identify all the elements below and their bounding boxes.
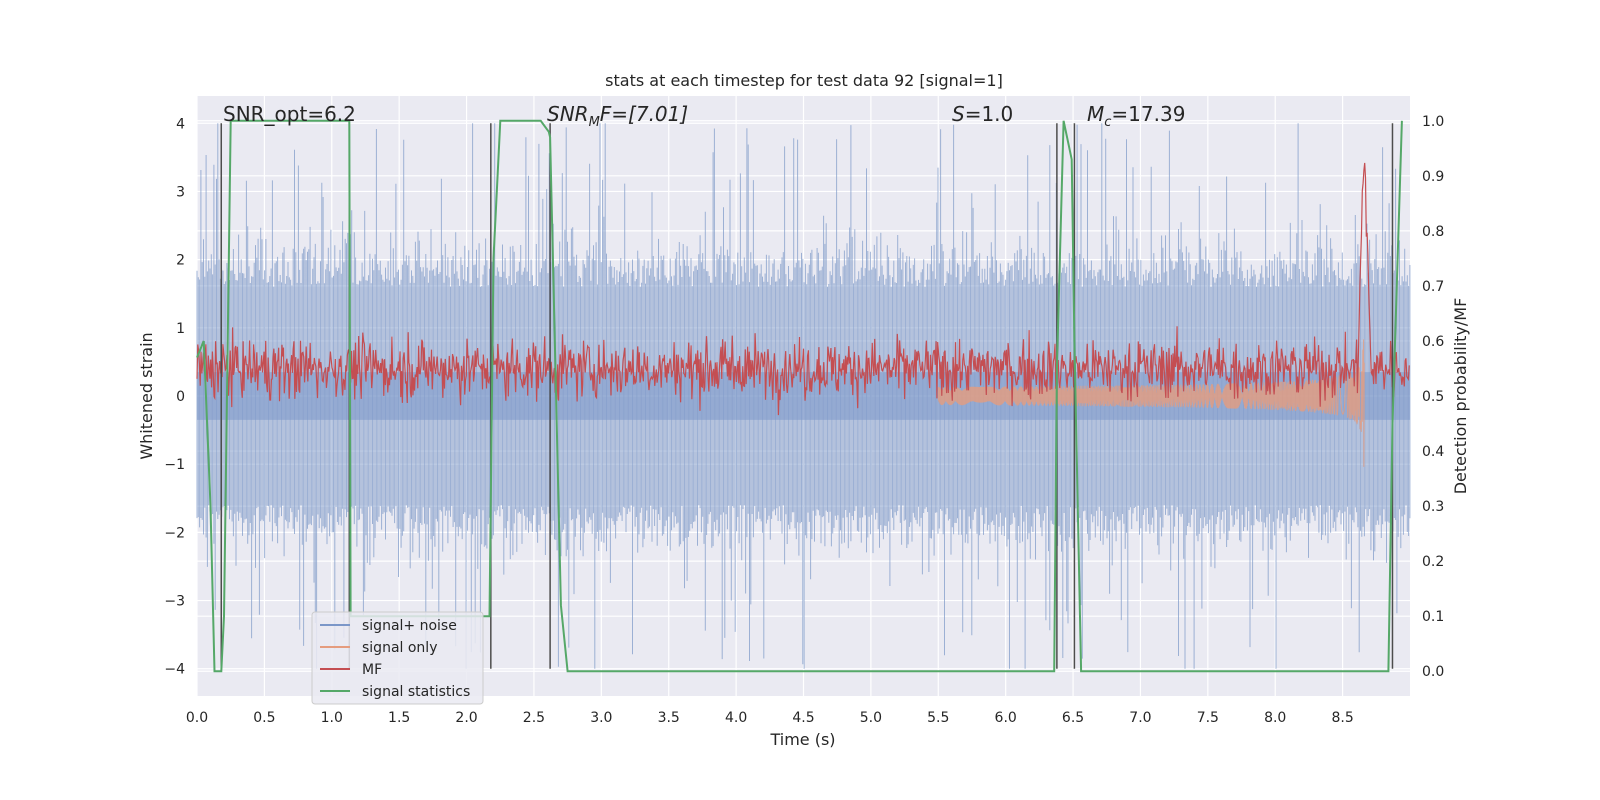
x-tick-label-3: 1.5 xyxy=(388,710,410,726)
grid-horizontal xyxy=(197,122,1410,670)
annotation-mc: Mc=17.39 xyxy=(1087,102,1185,130)
legend-label-signal-noise: signal+ noise xyxy=(362,618,457,634)
y-right-tick-label-1: 0.1 xyxy=(1422,609,1444,625)
y-tick-label-6: 2 xyxy=(176,253,185,269)
y-tick-label-3: −1 xyxy=(164,457,185,473)
y-right-tick-label-3: 0.3 xyxy=(1422,499,1444,515)
y-right-tick-label-9: 0.9 xyxy=(1422,169,1444,185)
x-tick-label-7: 3.5 xyxy=(658,710,680,726)
y-tick-label-2: −2 xyxy=(164,525,185,541)
x-tick-label-16: 8.0 xyxy=(1264,710,1286,726)
y-right-tick-labels: 0.0 0.1 0.2 0.3 0.4 0.5 0.6 0.7 0.8 0.9 1.0 xyxy=(1422,114,1444,680)
x-tick-label-0: 0.0 xyxy=(186,710,208,726)
chart-title: stats at each timestep for test data 92 … xyxy=(605,71,1003,90)
series-signal-statistics xyxy=(196,119,1403,673)
y-tick-labels: −4 −3 −2 −1 0 1 2 3 4 xyxy=(164,116,185,677)
annotation-snr-mf: SNRMF=[7.01] xyxy=(547,102,688,130)
legend-box xyxy=(311,611,484,705)
legend-label-mf: MF xyxy=(362,662,382,678)
x-tick-label-11: 5.5 xyxy=(927,710,949,726)
x-tick-label-13: 6.5 xyxy=(1062,710,1084,726)
x-tick-label-12: 6.0 xyxy=(995,710,1017,726)
y-right-tick-label-0: 0.0 xyxy=(1422,664,1444,680)
y-right-tick-label-5: 0.5 xyxy=(1422,389,1444,405)
legend: signal+ noise signal only MF signal stat… xyxy=(311,611,484,705)
x-tick-label-8: 4.0 xyxy=(725,710,747,726)
y-right-tick-label-6: 0.6 xyxy=(1422,334,1444,350)
y-right-tick-label-10: 1.0 xyxy=(1422,114,1444,130)
annotation-s: S=1.0 xyxy=(952,102,1013,126)
y-right-axis-label: Detection probability/MF xyxy=(1451,298,1470,495)
y-tick-label-4: 0 xyxy=(176,389,185,405)
y-tick-label-1: −3 xyxy=(164,594,185,610)
y-right-tick-label-7: 0.7 xyxy=(1422,279,1444,295)
y-right-tick-label-8: 0.8 xyxy=(1422,224,1444,240)
y-right-tick-label-2: 0.2 xyxy=(1422,554,1444,570)
y-axis-label: Whitened strain xyxy=(137,332,156,459)
x-tick-label-15: 7.5 xyxy=(1197,710,1219,726)
series-signal-only xyxy=(937,339,1365,467)
x-tick-label-2: 1.0 xyxy=(321,710,343,726)
x-tick-label-17: 8.5 xyxy=(1331,710,1353,726)
y-tick-label-8: 4 xyxy=(176,116,185,132)
x-tick-label-1: 0.5 xyxy=(253,710,275,726)
y-tick-label-5: 1 xyxy=(176,321,185,337)
annotation-snr-opt: SNR_opt=6.2 xyxy=(223,102,356,126)
annotations: SNR_opt=6.2 SNRMF=[7.01] S=1.0 Mc=17.39 xyxy=(223,102,1185,130)
x-tick-labels: 0.0 0.5 1.0 1.5 2.0 2.5 3.0 3.5 4.0 4.5 5.0 5.5 6.0 6… xyxy=(186,710,1354,726)
x-tick-label-9: 4.5 xyxy=(792,710,814,726)
y-tick-label-0: −4 xyxy=(164,662,185,678)
mf-trace xyxy=(196,162,1410,416)
signal-only-trace xyxy=(937,339,1365,467)
y-right-tick-label-4: 0.4 xyxy=(1422,444,1444,460)
series-mf xyxy=(196,162,1410,416)
signal-statistics-trace xyxy=(196,119,1403,673)
legend-label-signal-statistics: signal statistics xyxy=(362,684,470,700)
legend-label-signal-only: signal only xyxy=(362,640,437,656)
x-tick-label-4: 2.0 xyxy=(455,710,477,726)
x-tick-label-6: 3.0 xyxy=(590,710,612,726)
x-axis-label: Time (s) xyxy=(769,730,835,749)
x-tick-label-5: 2.5 xyxy=(523,710,545,726)
x-tick-label-10: 5.0 xyxy=(860,710,882,726)
y-tick-label-7: 3 xyxy=(176,184,185,200)
x-tick-label-14: 7.0 xyxy=(1129,710,1151,726)
